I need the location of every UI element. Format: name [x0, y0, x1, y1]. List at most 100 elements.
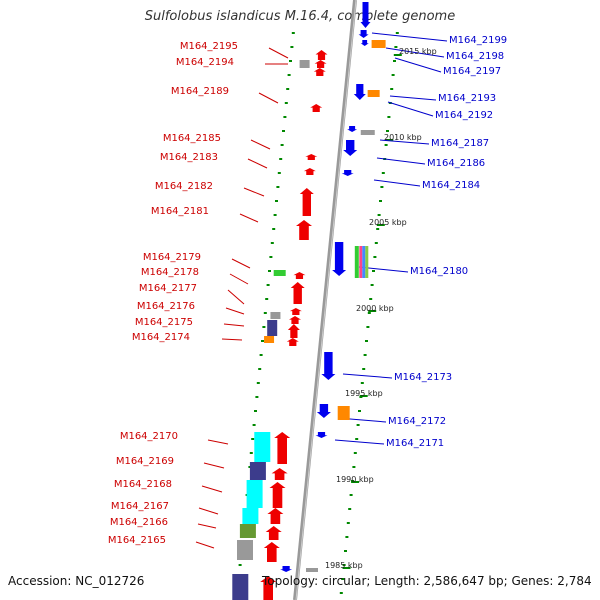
leader-line-left — [243, 187, 265, 197]
map-title: Sulfolobus islandicus M.16.4, complete g… — [144, 9, 456, 24]
leader-line-left — [258, 92, 279, 104]
ruler-dot-right — [349, 494, 353, 496]
gene-feature-block — [246, 480, 263, 508]
forward-gene-arrow — [265, 526, 282, 540]
gene-feature-block — [273, 270, 286, 276]
kbp-tick-mark — [368, 310, 377, 312]
gene-label-m164-2192[interactable]: M164_2192 — [435, 110, 494, 121]
reverse-gene-arrow — [360, 40, 369, 46]
leader-line-right — [373, 179, 421, 187]
leader-line-left — [231, 258, 251, 269]
tick-label-2000-kbp: 2000 kbp — [356, 304, 394, 313]
genome-summary-text: Topology: circular; Length: 2,586,647 bp… — [262, 574, 592, 588]
gene-label-m164-2169[interactable]: M164_2169 — [115, 456, 174, 467]
gene-label-m164-2176[interactable]: M164_2176 — [136, 301, 195, 312]
leader-line-left — [247, 158, 268, 169]
ruler-dot-right — [362, 368, 366, 370]
accession-text: Accession: NC_012726 — [8, 574, 145, 588]
leader-line-right — [389, 95, 437, 101]
ruler-dot-right — [395, 32, 399, 34]
gene-feature-block — [264, 336, 275, 343]
gene-label-m164-2199[interactable]: M164_2199 — [449, 35, 508, 46]
leader-line-right — [334, 439, 385, 445]
leader-line-left — [195, 541, 215, 549]
gene-label-m164-2172[interactable]: M164_2172 — [388, 416, 447, 427]
reverse-gene-arrow — [315, 432, 328, 438]
gene-label-m164-2189[interactable]: M164_2189 — [170, 86, 229, 97]
tick-label-2005-kbp: 2005 kbp — [369, 218, 407, 227]
ruler-dot-right — [387, 116, 391, 118]
gene-label-m164-2170[interactable]: M164_2170 — [119, 431, 178, 442]
gene-label-m164-2195[interactable]: M164_2195 — [179, 41, 238, 52]
gene-feature-block — [254, 432, 271, 462]
gene-label-m164-2181[interactable]: M164_2181 — [150, 206, 209, 217]
gene-label-m164-2197[interactable]: M164_2197 — [443, 66, 502, 77]
ruler-dot-right — [380, 186, 384, 188]
gene-label-m164-2198[interactable]: M164_2198 — [446, 51, 505, 62]
leader-line-right — [342, 373, 393, 379]
gene-label-m164-2182[interactable]: M164_2182 — [154, 181, 213, 192]
ruler-dot-right — [352, 466, 356, 468]
gene-label-m164-2184[interactable]: M164_2184 — [422, 180, 481, 191]
gene-label-m164-2173[interactable]: M164_2173 — [394, 372, 453, 383]
forward-gene-arrow — [290, 282, 305, 304]
forward-gene-arrow — [296, 220, 312, 240]
gene-label-m164-2180[interactable]: M164_2180 — [410, 266, 469, 277]
gene-label-m164-2185[interactable]: M164_2185 — [162, 133, 221, 144]
gene-label-m164-2166[interactable]: M164_2166 — [109, 517, 168, 528]
gene-label-m164-2193[interactable]: M164_2193 — [438, 93, 497, 104]
ruler-dot-right — [341, 578, 345, 580]
forward-gene-arrow — [269, 482, 286, 508]
ruler-dot-right — [390, 88, 394, 90]
gene-feature-block — [237, 540, 253, 560]
ruler-dot-left — [269, 256, 273, 258]
reverse-gene-arrow — [341, 170, 354, 176]
leader-line-left — [229, 273, 249, 285]
leader-line-right — [371, 32, 448, 42]
leader-line-left — [207, 439, 229, 445]
ruler-dot-left — [258, 368, 262, 370]
ruler-dot-right — [391, 74, 395, 76]
ruler-dot-right — [367, 312, 371, 314]
leader-line-left — [227, 289, 245, 305]
ruler-dot-left — [262, 326, 266, 328]
ruler-dot-right — [348, 508, 352, 510]
gene-label-m164-2165[interactable]: M164_2165 — [107, 535, 166, 546]
gene-label-m164-2187[interactable]: M164_2187 — [431, 138, 490, 149]
gene-label-m164-2168[interactable]: M164_2168 — [113, 479, 172, 490]
gene-label-m164-2171[interactable]: M164_2171 — [386, 438, 445, 449]
leader-line-left — [225, 307, 245, 315]
ruler-dot-left — [276, 186, 280, 188]
gene-label-m164-2194[interactable]: M164_2194 — [175, 57, 234, 68]
ruler-dot-left — [286, 88, 290, 90]
ruler-dot-left — [259, 354, 263, 356]
forward-gene-arrow — [293, 272, 306, 279]
gene-label-m164-2186[interactable]: M164_2186 — [427, 158, 486, 169]
gene-label-m164-2179[interactable]: M164_2179 — [142, 252, 201, 263]
gene-label-m164-2177[interactable]: M164_2177 — [138, 283, 197, 294]
leader-line-left — [201, 485, 223, 493]
ruler-dot-left — [256, 382, 260, 384]
tick-label-1985-kbp: 1985 kbp — [325, 561, 363, 570]
ruler-dot-right — [379, 200, 382, 202]
ruler-dot-right — [370, 284, 374, 286]
ruler-dot-right — [345, 536, 349, 538]
ruler-dot-left — [252, 424, 256, 426]
ruler-dot-left — [289, 60, 292, 62]
gene-label-m164-2174[interactable]: M164_2174 — [131, 332, 190, 343]
ruler-dot-right — [363, 354, 367, 356]
gene-label-m164-2175[interactable]: M164_2175 — [134, 317, 193, 328]
ruler-dot-left — [273, 214, 277, 216]
gene-feature-block — [337, 406, 350, 420]
gene-label-m164-2167[interactable]: M164_2167 — [110, 501, 169, 512]
forward-gene-arrow — [260, 576, 277, 600]
gene-label-m164-2178[interactable]: M164_2178 — [140, 267, 199, 278]
forward-gene-arrow — [271, 468, 288, 480]
kbp-tick-mark — [376, 224, 385, 226]
leader-line-right — [394, 57, 442, 73]
gene-feature-block — [299, 60, 310, 68]
ruler-dot-right — [369, 298, 373, 300]
gene-label-m164-2183[interactable]: M164_2183 — [159, 152, 218, 163]
kbp-tick-mark — [393, 54, 402, 56]
